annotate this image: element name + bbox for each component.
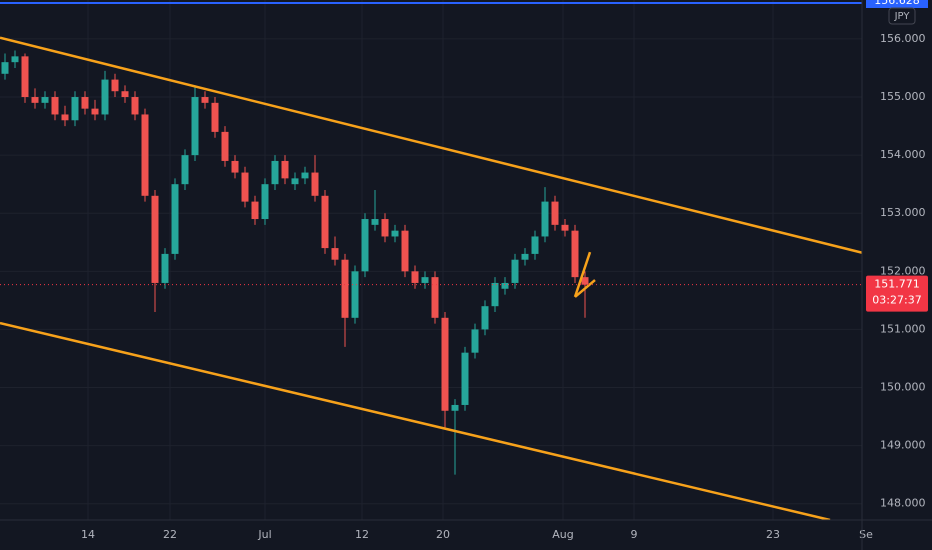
x-tick-label: Se <box>859 528 873 541</box>
candle-body <box>441 317 449 411</box>
candle-body <box>91 108 99 115</box>
x-tick-label: Jul <box>257 528 271 541</box>
candle-body <box>331 248 339 260</box>
candle-body <box>271 160 279 185</box>
y-tick-label: 155.000 <box>880 90 926 103</box>
candle-body <box>251 201 259 220</box>
y-tick-label: 149.000 <box>880 439 926 452</box>
candle-body <box>551 201 559 225</box>
candle-body <box>541 201 549 237</box>
candle-body <box>401 230 409 272</box>
candle-body <box>121 91 129 98</box>
candle-body <box>11 56 19 63</box>
candle-body <box>1 62 9 74</box>
candle-body <box>231 160 239 173</box>
candle-body <box>391 230 399 237</box>
x-tick-label: 20 <box>436 528 450 541</box>
candle-body <box>311 172 319 196</box>
candle-body <box>31 97 39 103</box>
candle-body <box>41 97 49 103</box>
candle-body <box>371 219 379 225</box>
candle-body <box>211 102 219 132</box>
candle-body <box>141 114 149 196</box>
candle-body <box>431 277 439 318</box>
y-tick-label: 148.000 <box>880 497 926 510</box>
last-price-label: 151.771 <box>874 278 920 291</box>
candle-body <box>281 160 289 179</box>
candle-body <box>571 230 579 278</box>
plot <box>0 0 862 520</box>
trend-line <box>573 251 592 298</box>
last-price-box <box>866 275 928 312</box>
candle-body <box>161 253 169 283</box>
top-price-box <box>866 0 928 8</box>
candle-body <box>291 178 299 185</box>
candle-body <box>531 236 539 254</box>
x-tick-label: 14 <box>81 528 95 541</box>
candle-body <box>171 184 179 254</box>
candle-body <box>151 195 159 283</box>
candle-body <box>241 172 249 202</box>
candle-body <box>301 172 309 179</box>
top-price-label: 156.628 <box>874 0 920 7</box>
y-tick-label: 150.000 <box>880 381 926 394</box>
currency-label: JPY <box>894 11 911 22</box>
candle-body <box>101 79 109 115</box>
y-tick-label: 154.000 <box>880 148 926 161</box>
y-tick-label: 151.000 <box>880 322 926 335</box>
candle-body <box>181 155 189 185</box>
x-tick-label: 9 <box>631 528 638 541</box>
x-tick-label: 12 <box>355 528 369 541</box>
candle-body <box>481 306 489 330</box>
candle-body <box>581 277 589 285</box>
candle-body <box>221 131 229 161</box>
candle-body <box>461 352 469 405</box>
candle-body <box>61 114 69 121</box>
candle-body <box>411 271 419 283</box>
candle-body <box>341 259 349 318</box>
y-tick-label: 152.000 <box>880 264 926 277</box>
candle-body <box>561 224 569 231</box>
candle-body <box>261 184 269 220</box>
candle-body <box>51 97 59 115</box>
y-tick-label: 153.000 <box>880 206 926 219</box>
candle-body <box>111 79 119 92</box>
countdown-label: 03:27:37 <box>872 294 921 307</box>
candle-body <box>471 329 479 353</box>
candle-body <box>501 282 509 289</box>
candle-body <box>21 56 29 98</box>
candle-body <box>191 97 199 156</box>
candle-body <box>201 97 209 103</box>
candle-body <box>381 219 389 237</box>
candle-body <box>71 97 79 121</box>
candle-body <box>351 271 359 318</box>
candle-body <box>511 259 519 283</box>
trend-line <box>574 279 596 298</box>
candle-body <box>81 97 89 109</box>
candle-body <box>361 219 369 272</box>
candle-body <box>131 97 139 115</box>
currency-box <box>888 7 916 25</box>
candle-body <box>491 282 499 307</box>
trend-line <box>0 36 862 255</box>
candle-body <box>521 253 529 260</box>
candle-body <box>421 277 429 283</box>
x-tick-label: Aug <box>552 528 573 541</box>
candle-body <box>451 404 459 411</box>
x-tick-label: 22 <box>163 528 177 541</box>
x-tick-label: 23 <box>766 528 780 541</box>
trend-line <box>0 321 831 520</box>
candle-body <box>321 195 329 249</box>
y-tick-label: 156.000 <box>880 32 926 45</box>
